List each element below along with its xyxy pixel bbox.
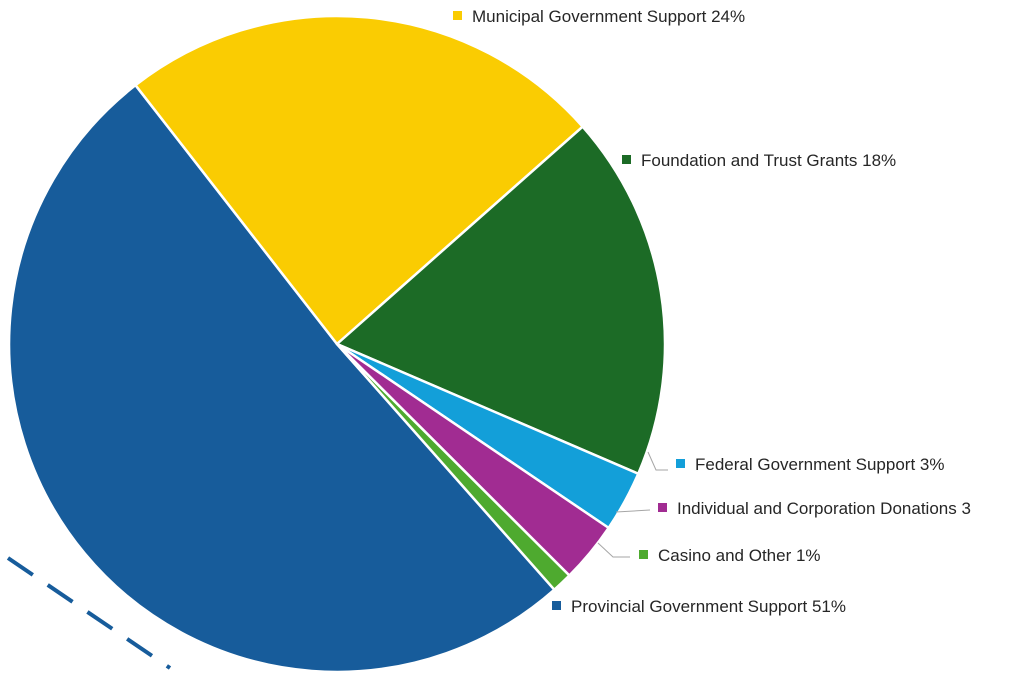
legend-swatch-federal bbox=[676, 459, 685, 468]
slice-label-federal: Federal Government Support 3% bbox=[695, 455, 944, 474]
decoration bbox=[6, 556, 172, 670]
legend-swatch-provincial bbox=[552, 601, 561, 610]
leader-line-federal bbox=[647, 451, 668, 471]
slice-label-foundation: Foundation and Trust Grants 18% bbox=[641, 151, 896, 170]
leader-lines bbox=[597, 451, 668, 558]
pie-slice-casino bbox=[335, 342, 571, 591]
slice-label-provincial: Provincial Government Support 51% bbox=[571, 597, 846, 616]
leader-line-casino bbox=[597, 542, 630, 558]
slice-label-municipal: Municipal Government Support 24% bbox=[472, 7, 745, 26]
legend-swatch-individual bbox=[658, 503, 667, 512]
leader-line-individual bbox=[615, 509, 651, 513]
pie-slice-provincial bbox=[7, 83, 556, 674]
pie-slice-foundation bbox=[335, 125, 667, 475]
slice-labels: Provincial Government Support 51% Municip… bbox=[453, 7, 971, 616]
slice-label-casino: Casino and Other 1% bbox=[658, 546, 821, 565]
pie-slice-municipal bbox=[134, 14, 584, 346]
pie-slices bbox=[7, 14, 667, 674]
legend-swatch-casino bbox=[639, 550, 648, 559]
dashed-accent-line bbox=[6, 556, 172, 670]
legend-swatch-foundation bbox=[622, 155, 631, 164]
slice-label-individual: Individual and Corporation Donations 3 bbox=[677, 499, 971, 518]
legend-swatch-municipal bbox=[453, 11, 462, 20]
